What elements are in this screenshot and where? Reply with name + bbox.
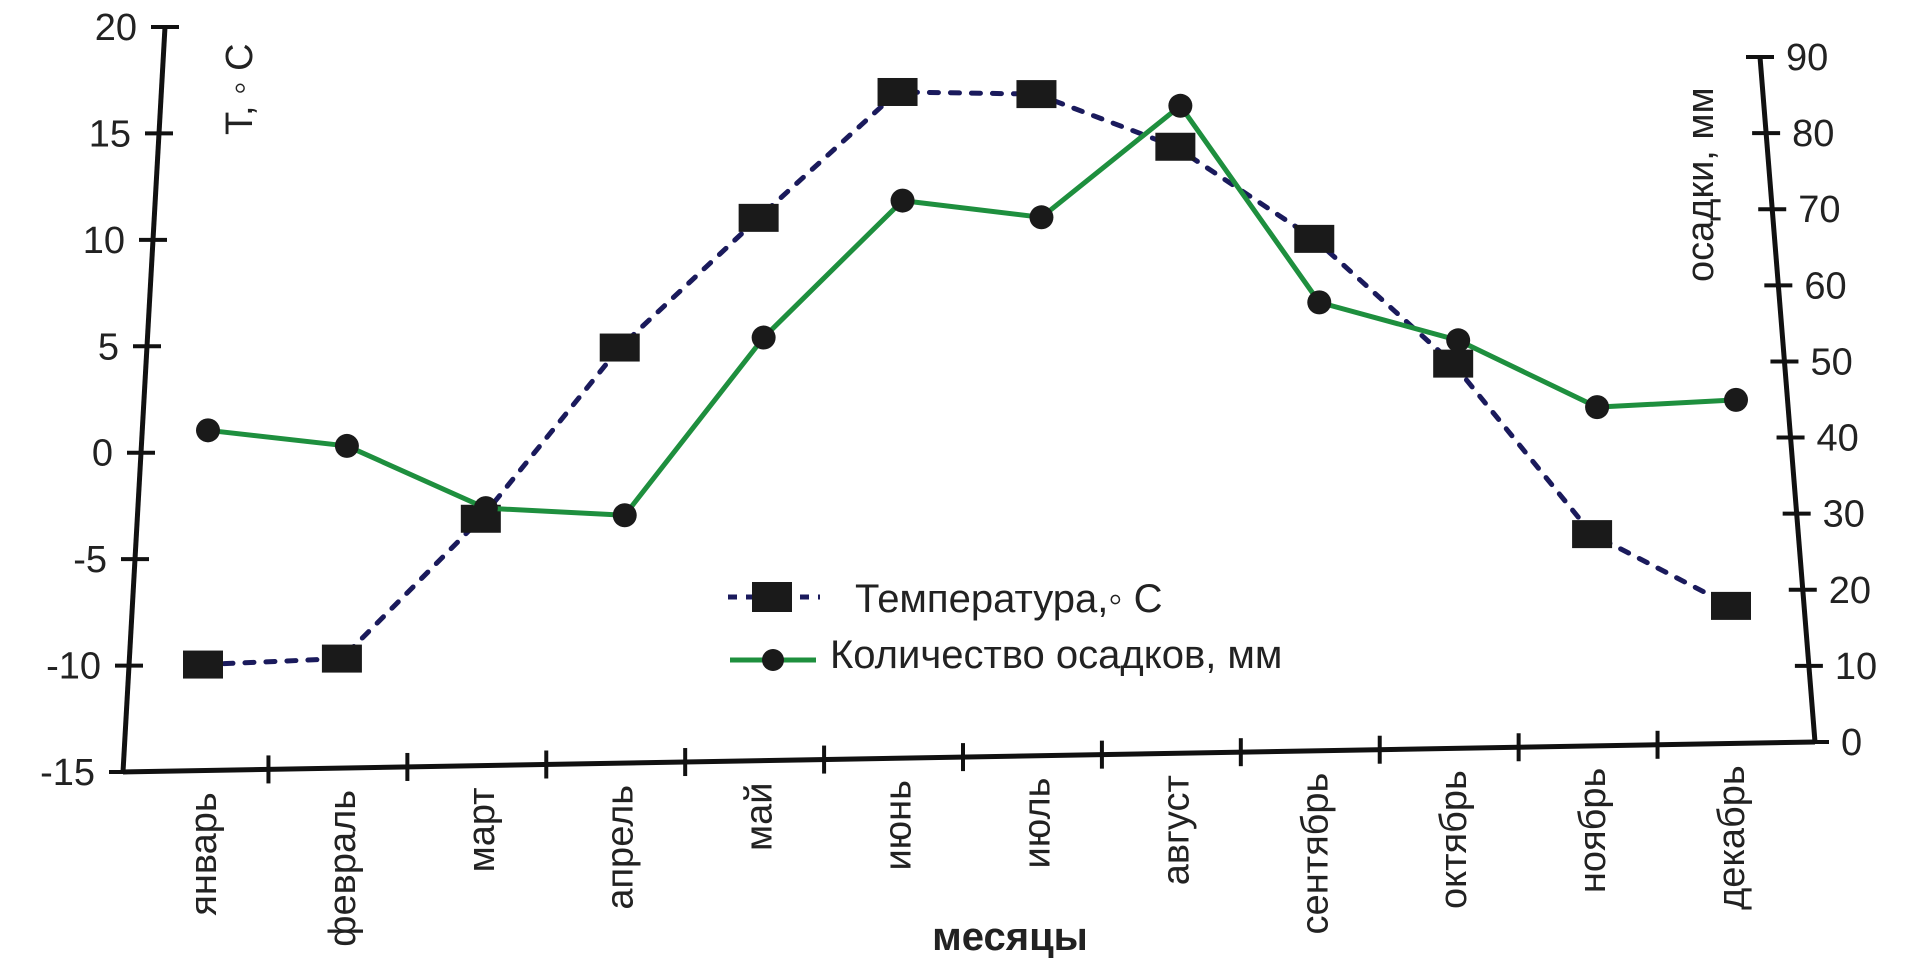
temperature-point (1016, 80, 1057, 109)
temperature-point (1711, 591, 1751, 620)
precipitation-point (1307, 290, 1332, 315)
legend-precipitation-label: Количество осадков, мм (830, 633, 1282, 677)
month-label: август (1155, 775, 1197, 885)
precipitation-point (612, 503, 637, 528)
right-axis-line (1757, 56, 1818, 743)
temperature-point (1155, 132, 1196, 161)
right-tick-label: 90 (1786, 37, 1828, 79)
left-axis-title: T, ◦ C (219, 43, 261, 135)
legend-temperature-label: Температура,◦ С (855, 577, 1163, 621)
month-label: февраль (322, 790, 364, 947)
temperature-point (1294, 224, 1335, 253)
temperature-line (200, 89, 1734, 668)
precipitation-point (890, 188, 915, 213)
left-tick-label: 20 (95, 7, 137, 49)
right-tick-label: 70 (1798, 189, 1840, 231)
month-label: июнь (878, 780, 920, 871)
precipitation-point (473, 496, 498, 521)
precipitation-point (1446, 328, 1471, 353)
right-tick-label: 20 (1829, 570, 1871, 612)
right-axis-title: осадки, мм (1680, 87, 1722, 282)
right-tick-label: 60 (1804, 265, 1846, 307)
axes (120, 26, 1818, 775)
month-label: сентябрь (1294, 773, 1336, 935)
legend-temperature-marker (752, 582, 792, 612)
temperature-point (183, 650, 223, 679)
temperature-point (1572, 520, 1613, 549)
legend-precipitation-marker (762, 649, 784, 671)
month-label: май (739, 782, 781, 851)
left-axis-ticks: 20 15 10 5 0 -5 -10 -15 (40, 7, 179, 794)
x-axis-title: месяцы (932, 915, 1088, 959)
left-tick-label: 15 (89, 113, 131, 155)
right-tick-label: 40 (1817, 418, 1859, 460)
precipitation-point (334, 433, 359, 458)
right-tick-label: 80 (1792, 113, 1834, 155)
month-label: декабрь (1711, 765, 1753, 910)
precipitation-point (751, 325, 776, 350)
left-tick-label: 10 (83, 220, 125, 262)
month-label: апрель (600, 785, 642, 910)
left-tick-label: 5 (98, 326, 119, 368)
month-label: март (461, 787, 503, 872)
left-tick-label: -15 (40, 752, 95, 794)
right-axis-ticks: 90 80 70 60 50 40 30 20 10 0 (1746, 37, 1877, 764)
temperature-point (599, 333, 640, 362)
left-axis-line (120, 26, 168, 773)
month-label: январь (183, 792, 225, 915)
precipitation-line (207, 103, 1737, 518)
precipitation-series (196, 93, 1748, 528)
left-tick-label: -10 (46, 646, 101, 688)
legend: Температура,◦ С Количество осадков, мм (728, 577, 1282, 677)
left-tick-label: 0 (92, 433, 113, 475)
right-tick-label: 30 (1823, 494, 1865, 536)
left-tick-label: -5 (73, 539, 107, 581)
x-axis-ticks: январь февраль март апрель май июнь июль август… (183, 730, 1753, 947)
precipitation-point (1168, 93, 1193, 118)
precipitation-point (1029, 205, 1054, 230)
month-label: июль (1016, 778, 1058, 869)
right-tick-label: 10 (1835, 646, 1877, 688)
temperature-series (183, 77, 1751, 679)
precipitation-point (196, 418, 220, 443)
precipitation-point (1585, 395, 1610, 420)
month-label: октябрь (1433, 770, 1475, 909)
temperature-point (1433, 349, 1474, 378)
right-tick-label: 0 (1841, 722, 1862, 764)
temperature-point (321, 644, 362, 673)
precipitation-point (1724, 387, 1748, 412)
temperature-point (877, 77, 918, 106)
month-label: ноябрь (1572, 768, 1614, 893)
temperature-point (738, 203, 779, 232)
x-axis-line (122, 739, 1816, 775)
right-tick-label: 50 (1810, 341, 1852, 383)
